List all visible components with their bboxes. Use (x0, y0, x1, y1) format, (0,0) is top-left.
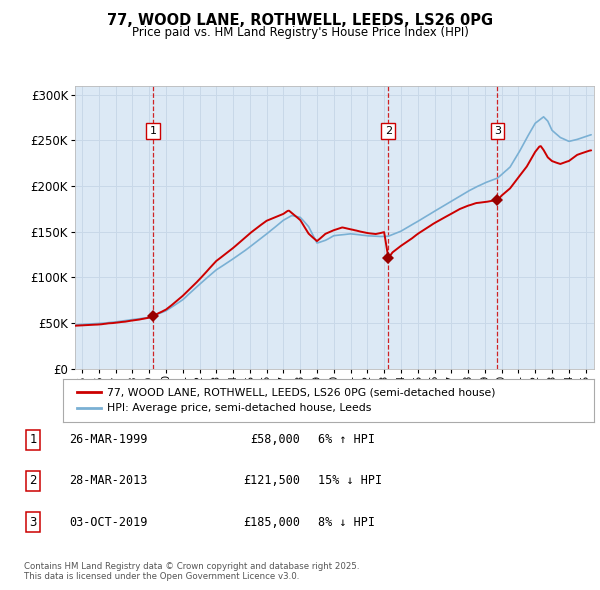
Text: 3: 3 (29, 516, 37, 529)
Text: 1: 1 (149, 126, 157, 136)
Text: 6% ↑ HPI: 6% ↑ HPI (318, 433, 375, 446)
Text: Contains HM Land Registry data © Crown copyright and database right 2025.: Contains HM Land Registry data © Crown c… (24, 562, 359, 571)
Text: 8% ↓ HPI: 8% ↓ HPI (318, 516, 375, 529)
Text: 1: 1 (29, 433, 37, 446)
Text: This data is licensed under the Open Government Licence v3.0.: This data is licensed under the Open Gov… (24, 572, 299, 581)
Text: Price paid vs. HM Land Registry's House Price Index (HPI): Price paid vs. HM Land Registry's House … (131, 26, 469, 39)
Text: £185,000: £185,000 (243, 516, 300, 529)
Text: £58,000: £58,000 (250, 433, 300, 446)
Text: 2: 2 (385, 126, 392, 136)
Text: 77, WOOD LANE, ROTHWELL, LEEDS, LS26 0PG: 77, WOOD LANE, ROTHWELL, LEEDS, LS26 0PG (107, 13, 493, 28)
Legend: 77, WOOD LANE, ROTHWELL, LEEDS, LS26 0PG (semi-detached house), HPI: Average pri: 77, WOOD LANE, ROTHWELL, LEEDS, LS26 0PG… (74, 385, 499, 417)
Text: 03-OCT-2019: 03-OCT-2019 (69, 516, 148, 529)
Text: 26-MAR-1999: 26-MAR-1999 (69, 433, 148, 446)
Text: £121,500: £121,500 (243, 474, 300, 487)
Text: 28-MAR-2013: 28-MAR-2013 (69, 474, 148, 487)
Text: 3: 3 (494, 126, 501, 136)
Text: 2: 2 (29, 474, 37, 487)
Text: 15% ↓ HPI: 15% ↓ HPI (318, 474, 382, 487)
